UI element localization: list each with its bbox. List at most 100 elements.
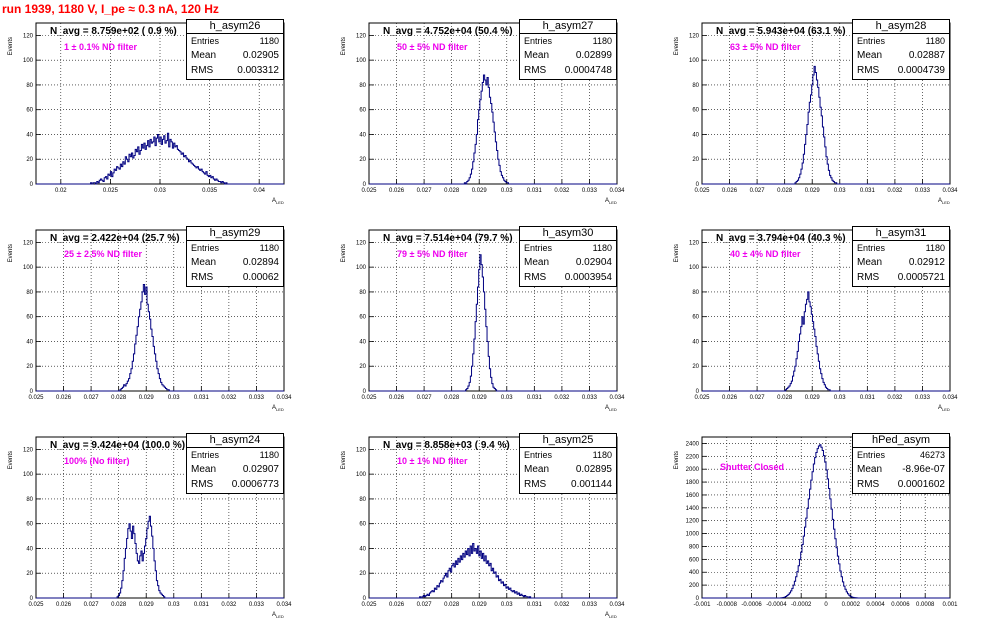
n-avg-label: N_avg = 8.759e+02 ( 0.9 %) — [50, 26, 177, 37]
stats-entries-label: Entries — [191, 243, 220, 253]
histogram-line-h_asym26 — [36, 132, 284, 185]
stats-rms-row: RMS 0.0001602 — [853, 477, 949, 492]
plot-frame — [368, 436, 618, 599]
filter-note: 63 ± 5% ND filter — [730, 42, 801, 52]
x-tick-label: 0.032 — [554, 188, 570, 194]
y-tick-label: 80 — [26, 290, 33, 296]
x-tick-label: 0.03 — [501, 188, 513, 194]
plot-frame — [35, 229, 285, 392]
x-tick-label: 0.029 — [139, 395, 155, 401]
n-avg-label: N_avg = 4.752e+04 (50.4 %) — [383, 26, 513, 37]
x-tick-label: 0.032 — [221, 395, 237, 401]
x-tick-label: 0.034 — [942, 188, 958, 194]
y-axis-title: Events — [8, 37, 14, 55]
stats-mean-row: Mean 0.02907 — [187, 462, 283, 477]
x-tick-label: 0.001 — [942, 602, 958, 608]
y-axis-title: Events — [341, 37, 347, 55]
stats-mean-value: 0.02912 — [908, 257, 945, 268]
y-tick-label: 80 — [692, 83, 699, 89]
x-tick-label: 0.03 — [834, 395, 846, 401]
stats-rms-value: 0.001144 — [571, 479, 612, 490]
x-tick-label: -0.0002 — [791, 602, 812, 608]
x-tick-label: 0.031 — [860, 395, 876, 401]
x-tick-label: 0.026 — [722, 395, 738, 401]
stats-box-h_asym26: h_asym26 Entries 1180 Mean 0.02905 RMS 0.00331… — [186, 19, 284, 80]
x-tick-label: 0.034 — [276, 395, 292, 401]
stats-box-h_asym27: h_asym27 Entries 1180 Mean 0.02899 RMS 0.00047… — [519, 19, 617, 80]
y-tick-label: 40 — [692, 132, 699, 138]
stats-mean-value: 0.02899 — [575, 50, 612, 61]
stats-hist-name: h_asym27 — [520, 20, 616, 34]
y-tick-label: 120 — [23, 447, 34, 453]
y-tick-label: 600 — [689, 557, 700, 563]
stats-rms-label: RMS — [857, 479, 880, 490]
x-tick-label: 0.027 — [750, 395, 766, 401]
stats-rms-value: 0.0001602 — [897, 479, 945, 490]
x-tick-label: 0.03 — [501, 395, 513, 401]
stats-entries-value: 1180 — [592, 450, 612, 460]
y-axis-title: Events — [674, 37, 680, 55]
y-tick-label: 100 — [23, 58, 34, 64]
y-tick-label: 100 — [356, 265, 367, 271]
y-tick-label: 60 — [26, 315, 33, 321]
x-tick-label: 0.033 — [582, 395, 598, 401]
y-tick-label: 0 — [363, 596, 367, 602]
stats-mean-label: Mean — [524, 257, 550, 268]
filter-note: 79 ± 5% ND filter — [397, 249, 468, 259]
stats-box-h_asym29: h_asym29 Entries 1180 Mean 0.02894 RMS 0.00062 — [186, 226, 284, 287]
histogram-line-h_asym28 — [702, 65, 950, 185]
x-tick-label: 0.025 — [694, 395, 710, 401]
stats-entries-row: Entries 1180 — [187, 34, 283, 48]
stats-rms-row: RMS 0.0004748 — [520, 63, 616, 78]
x-tick-label: 0.028 — [777, 395, 793, 401]
stats-entries-row: Entries 1180 — [853, 241, 949, 255]
stats-rms-label: RMS — [857, 272, 880, 283]
x-axis-title: ALED — [605, 405, 617, 412]
hist-svg-h_asym26: 0.02 0.025 0.03 0.035 0.04 0 20 40 60 80 100 120 Eve… — [8, 22, 285, 205]
n-avg-label: N_avg = 3.794e+04 (40.3 %) — [716, 233, 846, 244]
filter-note: 25 ± 2.5% ND filter — [64, 249, 142, 259]
y-tick-label: 0 — [696, 596, 700, 602]
x-tick-label: 0.028 — [111, 395, 127, 401]
stats-mean-value: -8.96e-07 — [902, 464, 945, 475]
y-tick-label: 0 — [696, 389, 700, 395]
x-tick-label: 0.032 — [887, 395, 903, 401]
hist-pad-h_asym24: 0.025 0.026 0.027 0.028 0.029 0.03 0.031 0.032 0… — [0, 432, 326, 632]
x-tick-label: 0.028 — [111, 602, 127, 608]
x-tick-label: 0.033 — [915, 188, 931, 194]
stats-mean-value: 0.02905 — [242, 50, 279, 61]
filter-note: 1 ± 0.1% ND filter — [64, 42, 137, 52]
y-tick-label: 40 — [26, 339, 33, 345]
y-tick-label: 0 — [30, 182, 34, 188]
y-axis-title: Events — [341, 451, 347, 469]
x-tick-label: 0.029 — [805, 188, 821, 194]
histogram-line-h_asym29 — [36, 283, 284, 392]
x-tick-label: 0.029 — [472, 188, 488, 194]
hist-svg-h_asym28: 0.025 0.026 0.027 0.028 0.029 0.03 0.031 0.032 0… — [674, 22, 958, 205]
x-tick-label: 0.03 — [154, 188, 166, 194]
stats-box-h_asym28: h_asym28 Entries 1180 Mean 0.02887 RMS 0.00047… — [852, 19, 950, 80]
stats-entries-label: Entries — [857, 450, 886, 460]
y-tick-label: 0 — [30, 389, 34, 395]
filter-note: Shutter Closed — [720, 462, 785, 472]
y-tick-label: 20 — [692, 157, 699, 163]
n-avg-label: N_avg = 7.514e+04 (79.7 %) — [383, 233, 513, 244]
y-axis-title: Events — [674, 244, 680, 262]
y-tick-label: 60 — [359, 108, 366, 114]
x-tick-label: 0.033 — [915, 395, 931, 401]
stats-mean-row: Mean 0.02912 — [853, 255, 949, 270]
stats-mean-label: Mean — [524, 464, 550, 475]
hist-pad-h_asym28: 0.025 0.026 0.027 0.028 0.029 0.03 0.031 0.032 0… — [666, 18, 992, 218]
stats-mean-label: Mean — [857, 50, 883, 61]
plot-frame — [701, 22, 951, 185]
x-tick-label: 0.031 — [527, 395, 543, 401]
stats-mean-value: 0.02904 — [575, 257, 612, 268]
y-tick-label: 100 — [689, 265, 700, 271]
stats-entries-value: 1180 — [592, 243, 612, 253]
x-tick-label: 0.034 — [609, 395, 625, 401]
x-tick-label: 0.031 — [527, 188, 543, 194]
y-tick-label: 200 — [689, 583, 700, 589]
histogram-line-h_asym30 — [369, 254, 617, 392]
y-tick-label: 60 — [359, 315, 366, 321]
stats-entries-label: Entries — [524, 243, 553, 253]
